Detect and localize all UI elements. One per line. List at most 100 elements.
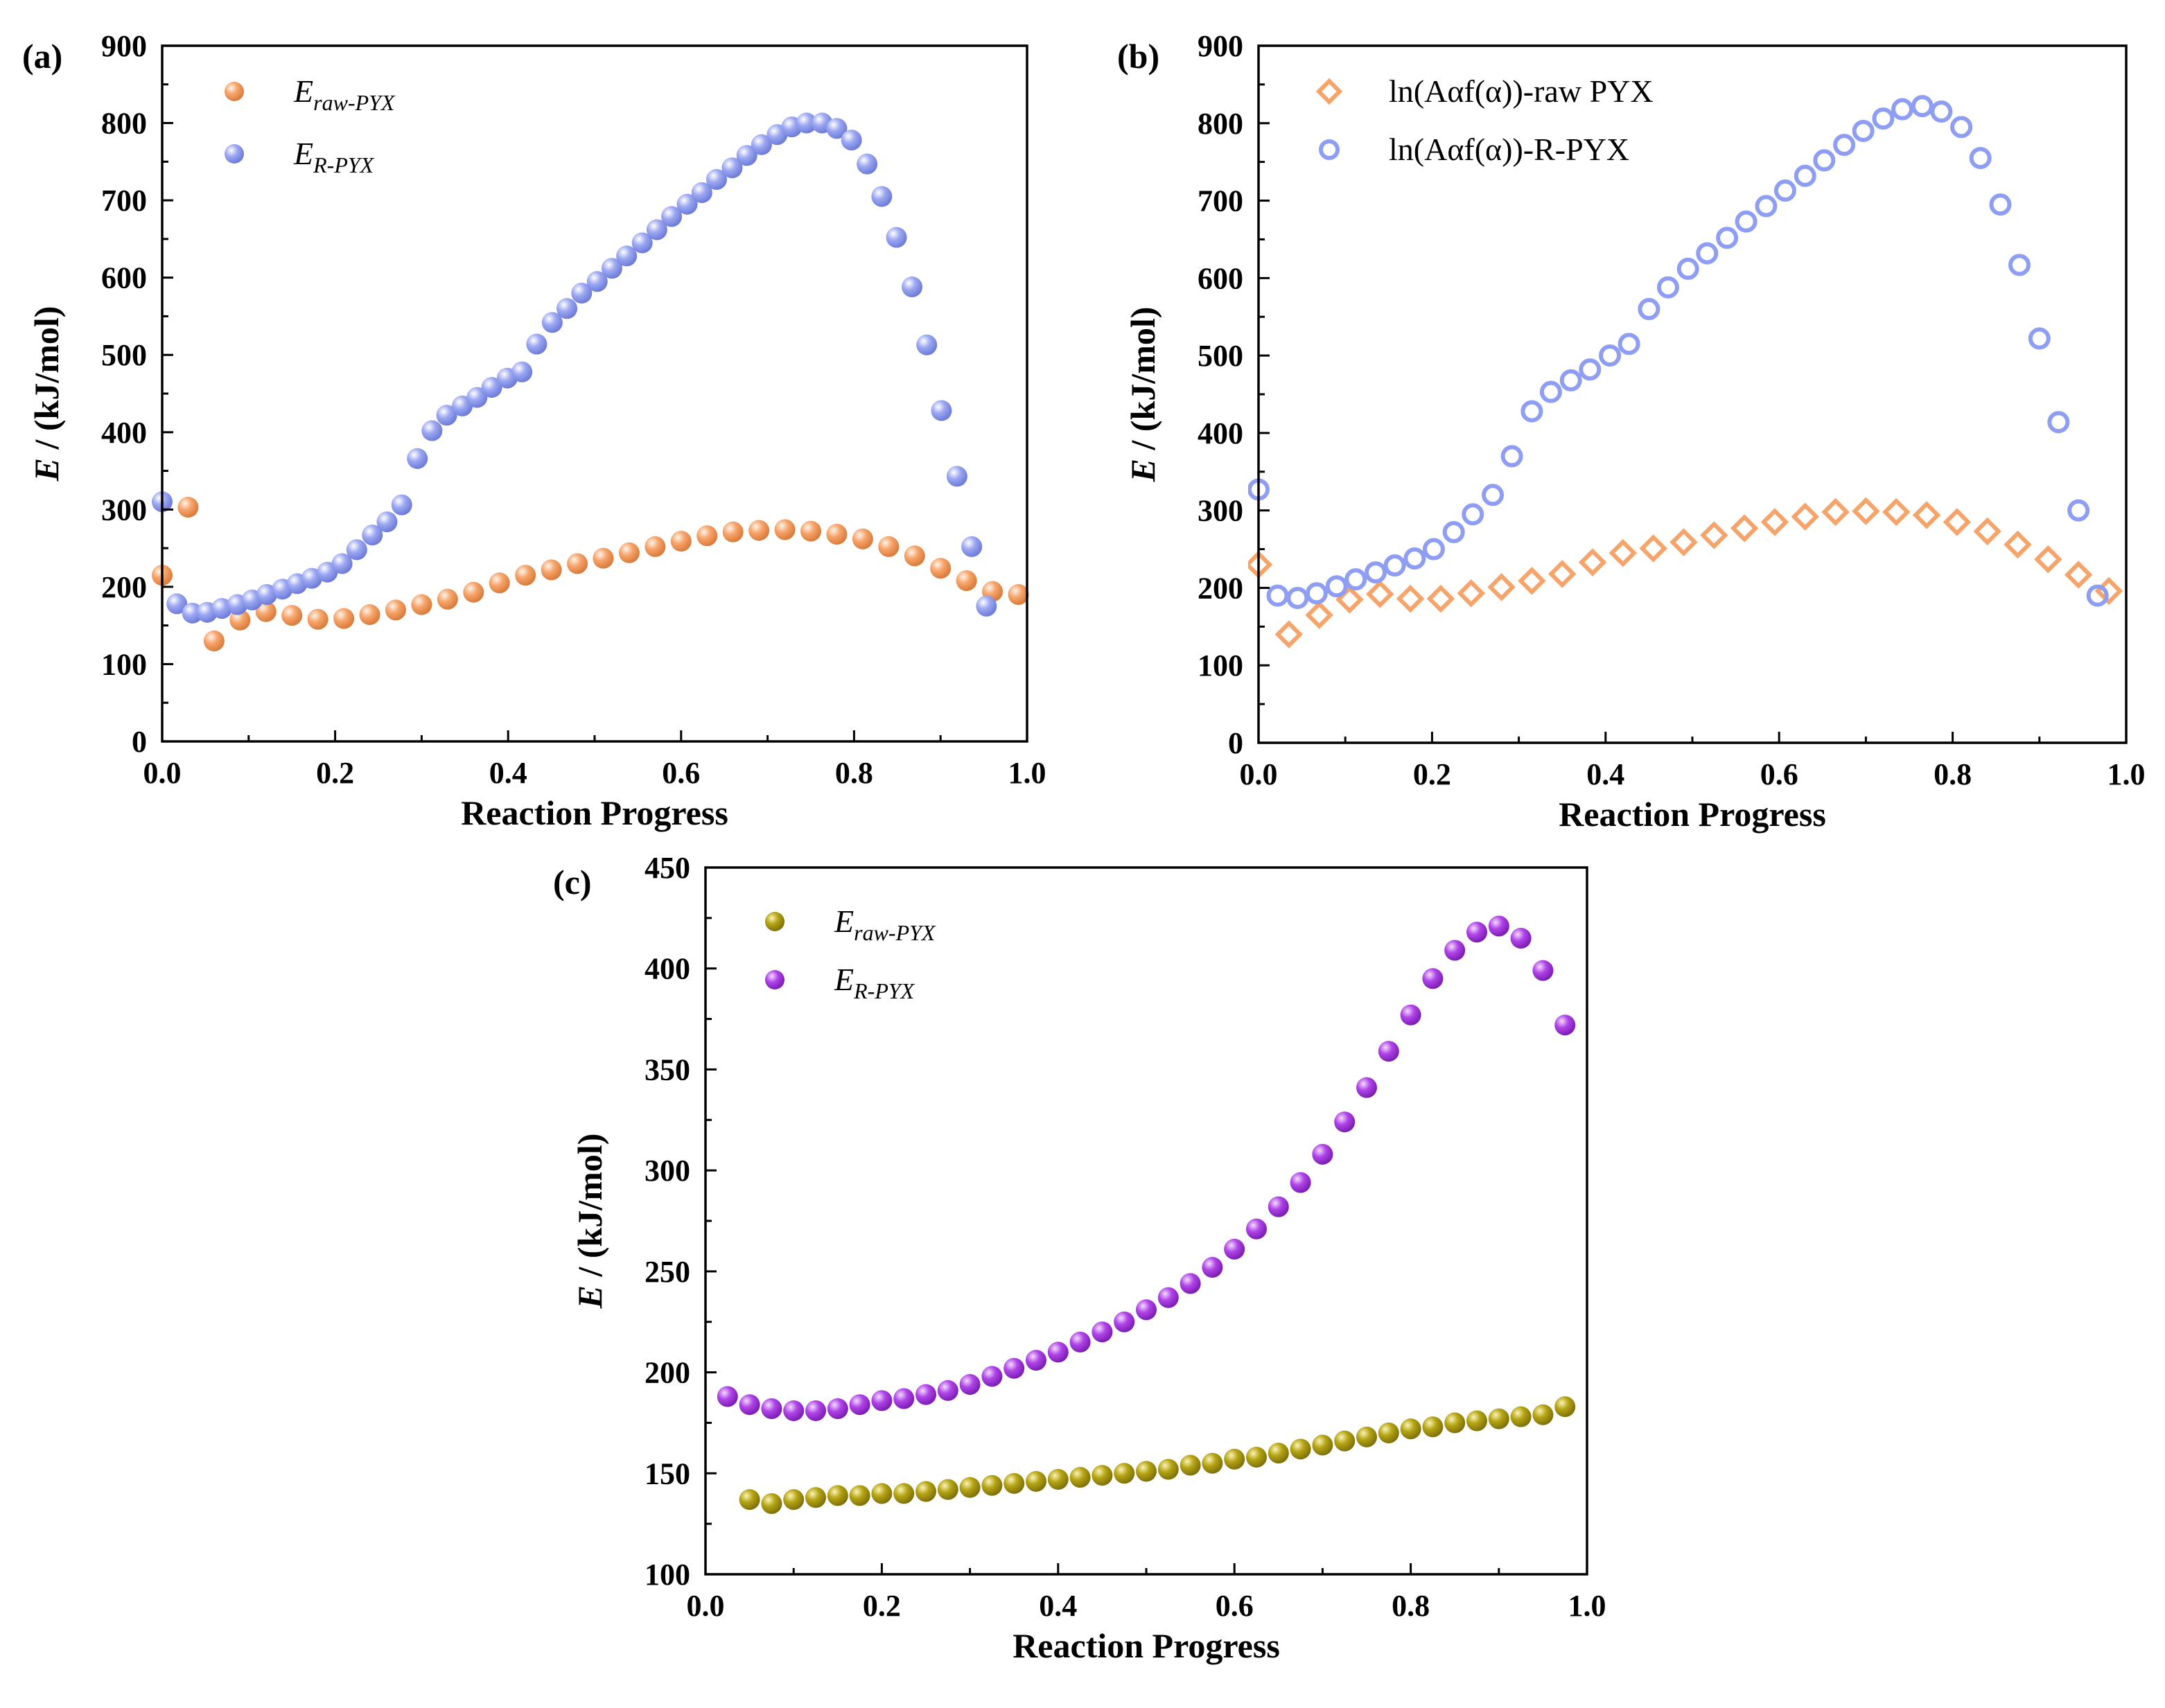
chart-panel-b: (b) 0.0 0.2 0.4 0.6 0.8 1.0 0 100 200 300 400 500 60…: [1117, 29, 2146, 834]
y-tick-label-0-0: 0: [132, 725, 147, 759]
data-point-1-0-8: [1487, 573, 1516, 601]
data-point-2-0-17: [1114, 1463, 1135, 1484]
y-tick-label-1-1: 100: [1198, 649, 1243, 683]
data-point-2-0-9: [937, 1479, 958, 1500]
y-tick-label-0-2: 200: [101, 570, 147, 604]
data-point-1-0-18: [1791, 502, 1820, 531]
data-point-0-1-49: [886, 227, 907, 248]
data-point-2-0-21: [1202, 1452, 1223, 1474]
data-point-1-1-3: [1305, 582, 1328, 605]
data-point-0-0-31: [956, 570, 977, 591]
data-point-2-1-25: [1268, 1196, 1289, 1217]
data-point-0-1-12: [331, 553, 353, 574]
data-point-1-1-36: [1950, 116, 1973, 139]
data-point-0-0-22: [722, 521, 744, 543]
axis-frame-0: [161, 44, 1028, 743]
y-tick-label-0-6: 600: [101, 261, 147, 295]
series-0-0-points: [152, 496, 1029, 651]
panel-label-c: (c): [553, 863, 592, 901]
data-point-2-0-19: [1157, 1459, 1179, 1480]
data-point-0-1-47: [857, 153, 878, 175]
y-tick-label-1-8: 800: [1198, 107, 1243, 141]
data-point-2-1-32: [1422, 968, 1444, 989]
data-point-0-0-25: [800, 520, 821, 542]
data-point-2-1-38: [1554, 1014, 1576, 1036]
data-point-1-0-13: [1639, 534, 1667, 563]
data-point-1-0-10: [1548, 560, 1577, 588]
data-point-0-1-22: [481, 377, 502, 398]
data-point-1-0-12: [1609, 538, 1638, 567]
data-point-2-1-12: [981, 1366, 1003, 1387]
x-tick-label-1-2: 0.4: [1586, 757, 1624, 791]
data-point-0-1-15: [376, 511, 398, 533]
data-point-0-0-2: [203, 630, 225, 651]
y-tick-label-2-1: 150: [645, 1456, 690, 1490]
data-point-0-1-17: [407, 448, 428, 469]
data-point-0-1-29: [586, 271, 608, 292]
data-point-1-0-28: [2094, 576, 2123, 606]
data-point-0-1-21: [466, 387, 488, 408]
data-point-2-0-36: [1532, 1404, 1554, 1425]
data-point-2-0-14: [1047, 1469, 1069, 1490]
data-point-1-1-25: [1735, 210, 1758, 233]
data-point-2-0-30: [1400, 1418, 1421, 1440]
data-point-1-0-1: [1274, 620, 1304, 649]
data-point-2-0-22: [1224, 1448, 1245, 1470]
x-tick-label-1-1: 0.2: [1413, 757, 1451, 791]
x-tick-label-1-5: 1.0: [2107, 757, 2146, 791]
data-point-0-1-33: [646, 219, 667, 240]
data-point-2-0-6: [871, 1483, 893, 1504]
data-point-2-0-18: [1136, 1461, 1157, 1482]
x-tick-label-0-2: 0.4: [489, 756, 527, 790]
data-point-2-1-13: [1003, 1357, 1025, 1379]
data-point-2-1-28: [1334, 1111, 1356, 1133]
data-point-0-1-2: [182, 602, 203, 624]
y-tick-label-2-5: 350: [645, 1053, 690, 1086]
data-point-0-0-12: [463, 581, 484, 603]
data-point-0-1-50: [902, 276, 923, 298]
data-point-2-0-7: [893, 1483, 915, 1504]
data-point-0-1-38: [721, 157, 743, 179]
y-tick-label-1-2: 200: [1198, 571, 1243, 605]
data-point-2-1-1: [739, 1394, 760, 1416]
data-point-0-1-39: [736, 145, 757, 166]
x-tick-label-1-3: 0.6: [1760, 757, 1798, 791]
data-point-2-1-3: [783, 1400, 805, 1421]
data-point-0-1-4: [211, 598, 233, 619]
data-point-1-1-39: [2008, 254, 2031, 276]
data-point-1-1-19: [1618, 333, 1640, 355]
data-point-0-1-31: [616, 245, 638, 267]
data-point-0-1-26: [541, 312, 563, 333]
data-point-2-0-35: [1510, 1406, 1532, 1427]
data-point-1-0-4: [1366, 580, 1394, 608]
data-point-0-0-8: [359, 604, 380, 626]
data-point-0-0-6: [307, 608, 328, 630]
data-point-0-1-54: [961, 536, 983, 557]
y-tick-label-0-1: 100: [101, 647, 147, 681]
data-point-1-1-34: [1911, 95, 1934, 118]
data-point-2-0-1: [761, 1493, 782, 1514]
data-point-0-1-35: [676, 193, 698, 215]
y-tick-label-2-7: 450: [645, 851, 690, 885]
y-tick-label-0-5: 500: [101, 338, 147, 372]
data-point-1-1-38: [1989, 193, 2012, 216]
legend-marker-1-1: [1319, 139, 1340, 160]
data-point-0-0-27: [852, 528, 873, 549]
data-point-2-0-8: [915, 1481, 936, 1502]
y-tick-label-0-4: 400: [101, 416, 147, 450]
data-point-1-1-35: [1930, 100, 1953, 123]
data-point-0-1-19: [436, 405, 457, 426]
data-point-2-1-5: [827, 1398, 848, 1420]
data-point-1-1-26: [1755, 195, 1778, 218]
data-point-1-1-21: [1656, 276, 1679, 299]
data-point-1-1-24: [1716, 227, 1739, 249]
data-point-1-1-37: [1969, 147, 1992, 170]
data-point-1-1-13: [1500, 445, 1523, 468]
data-point-1-0-11: [1578, 548, 1607, 576]
data-point-1-0-27: [2064, 561, 2093, 589]
x-tick-label-0-0: 0.0: [143, 756, 182, 790]
data-point-1-1-1: [1266, 584, 1289, 607]
x-tick-label-2-2: 0.4: [1039, 1589, 1077, 1623]
data-point-0-1-16: [391, 494, 412, 516]
y-tick-label-1-3: 300: [1198, 494, 1243, 528]
